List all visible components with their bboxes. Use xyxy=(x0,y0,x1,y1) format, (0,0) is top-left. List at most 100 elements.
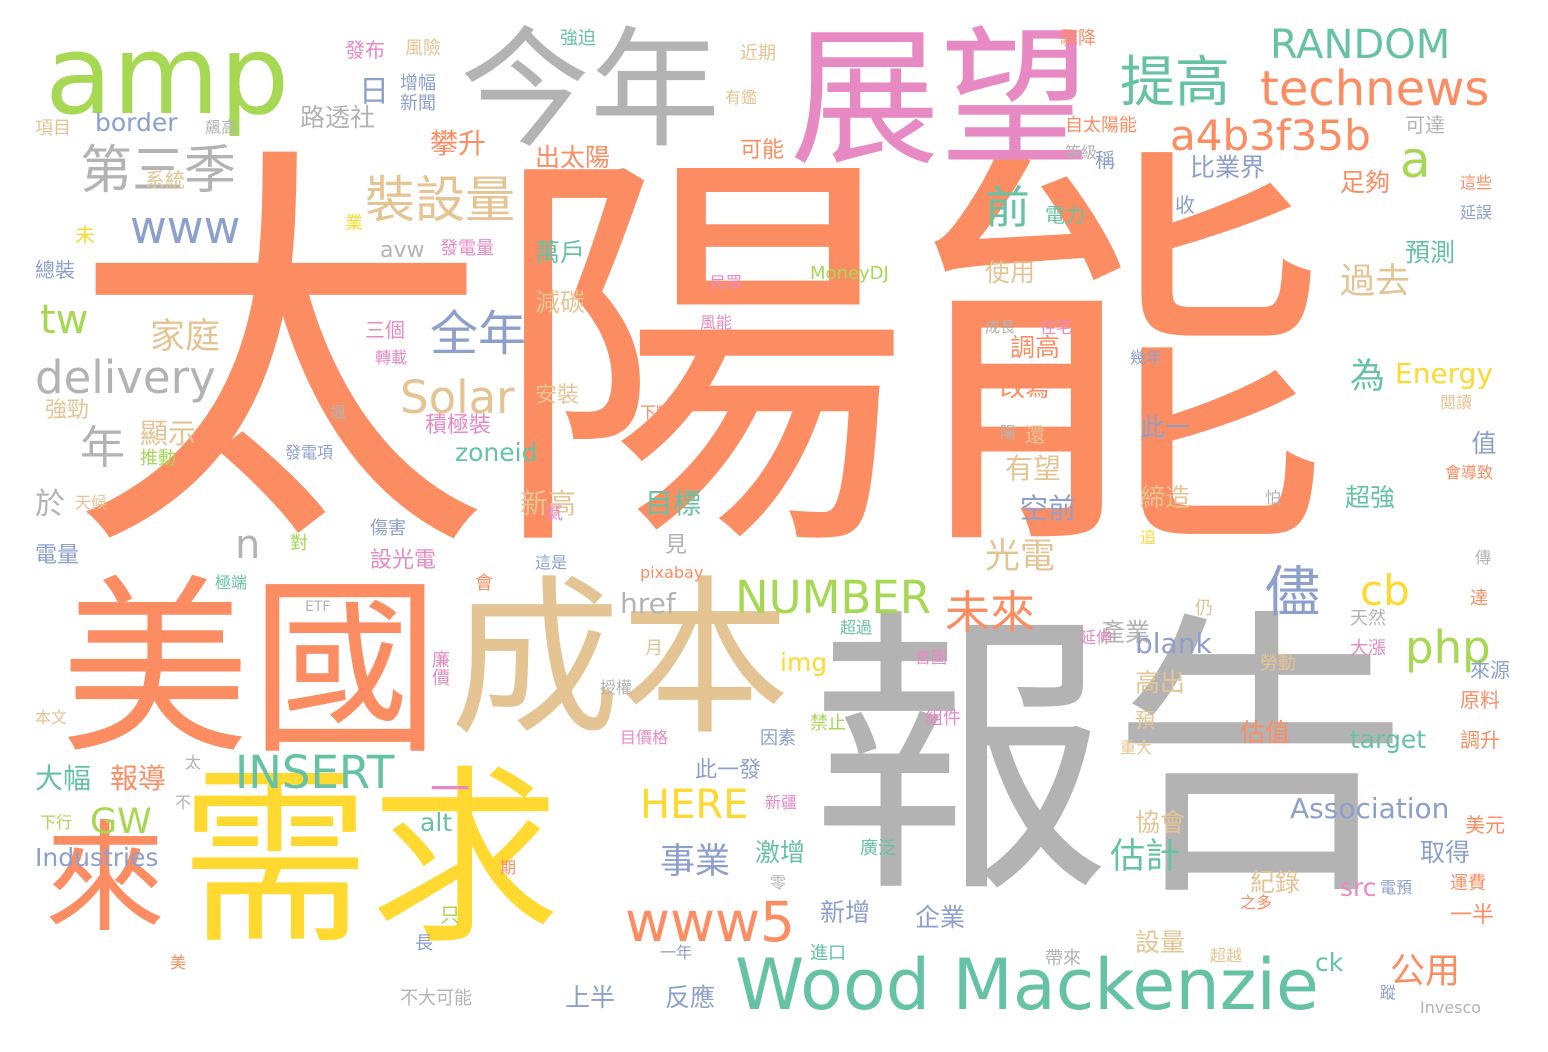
cloud-word-91: 估值 xyxy=(1240,718,1291,747)
cloud-word-84: 企業 xyxy=(915,903,966,932)
cloud-word-119: 傷害 xyxy=(370,518,406,539)
cloud-word-144: 本文 xyxy=(35,708,68,727)
cloud-word-81: 協會 xyxy=(1135,808,1186,837)
cloud-word-gw: GW xyxy=(90,802,152,842)
cloud-word-128: 原料 xyxy=(1460,688,1500,712)
cloud-word-target: target xyxy=(1350,725,1427,754)
cloud-word-69: 預測 xyxy=(1405,238,1456,267)
cloud-word-php: php xyxy=(1405,621,1491,674)
cloud-word-189: 天候 xyxy=(75,493,108,512)
cloud-word-87: 超強 xyxy=(1345,483,1396,512)
cloud-word-src: src xyxy=(1340,873,1377,902)
cloud-word-142: 超越 xyxy=(1210,946,1243,965)
cloud-word-68: 足夠 xyxy=(1340,168,1391,197)
cloud-word-93: 紀錄 xyxy=(1250,868,1301,897)
cloud-word-174: 傳 xyxy=(1475,548,1492,567)
cloud-word-2: 美國 xyxy=(60,559,441,780)
cloud-word-76: 空前 xyxy=(1020,492,1077,525)
cloud-word-pixabay: pixabay xyxy=(640,563,704,582)
cloud-word-178: 月 xyxy=(645,638,663,659)
cloud-word-156: 增幅 xyxy=(400,73,436,94)
cloud-word-103: 強迫 xyxy=(560,28,596,49)
cloud-word-131: 運費 xyxy=(1450,873,1486,894)
cloud-word-127: 來源 xyxy=(1470,658,1510,682)
cloud-word-alt: alt xyxy=(420,808,453,837)
cloud-word-98: 設光電 xyxy=(370,548,437,573)
cloud-word-193: 蹤 xyxy=(1380,983,1397,1002)
cloud-word-29: 年 xyxy=(80,421,126,474)
cloud-word-65: 攀升 xyxy=(430,127,487,160)
cloud-word-79: 產業 xyxy=(1100,618,1151,647)
cloud-word-106: 自太陽能 xyxy=(1065,115,1137,136)
cloud-word-86: 上半 xyxy=(565,983,616,1012)
cloud-word-number: NUMBER xyxy=(735,571,931,624)
cloud-word-164: 業 xyxy=(345,213,363,234)
cloud-word-192: 不 xyxy=(175,793,192,812)
cloud-word-67: 比業界 xyxy=(1190,153,1266,182)
cloud-word-141: 帶來 xyxy=(1045,948,1081,969)
cloud-word-159: 有鑑 xyxy=(725,88,758,107)
cloud-word-148: 不大可能 xyxy=(400,988,472,1009)
cloud-word-163: 未 xyxy=(75,223,95,247)
cloud-word-44: 為 xyxy=(1350,357,1386,397)
cloud-word-a: a xyxy=(1400,131,1431,189)
cloud-word-etf: ETF xyxy=(305,599,331,615)
cloud-word-115: 成長 xyxy=(985,318,1016,336)
cloud-word-41: 估計 xyxy=(1110,837,1181,877)
cloud-word-85: 反應 xyxy=(665,983,716,1012)
cloud-word-147: 這是 xyxy=(535,553,568,572)
cloud-word-8: 一 xyxy=(430,767,470,813)
cloud-word-165: 民眾 xyxy=(710,273,743,292)
cloud-word-166: 住宅 xyxy=(1040,318,1073,337)
cloud-word-121: 此一發 xyxy=(695,758,762,783)
cloud-word-61: 大幅 xyxy=(35,762,92,795)
cloud-word-22: 未來 xyxy=(945,586,1036,639)
cloud-word-102: 風險 xyxy=(405,38,441,59)
cloud-word-70: 萬戶 xyxy=(535,238,586,267)
cloud-word-89: 此一 xyxy=(1140,413,1191,442)
cloud-word-19: 全年 xyxy=(430,306,527,362)
cloud-word-36: 過去 xyxy=(1340,262,1411,302)
cloud-word-16: 裝設量 xyxy=(365,171,515,229)
cloud-word-association: Association xyxy=(1290,792,1450,825)
cloud-word-4: 成本 xyxy=(450,561,791,759)
cloud-word-170: 陽 xyxy=(1000,423,1017,442)
cloud-word-invesco: Invesco xyxy=(1420,998,1482,1017)
cloud-word-173: 怕 xyxy=(1265,488,1282,507)
cloud-word-63: 顯示 xyxy=(140,417,197,450)
cloud-word-151: 大漲 xyxy=(1350,638,1386,659)
cloud-word-6: 今年 xyxy=(460,14,721,166)
cloud-word-15: 第三季 xyxy=(80,141,237,201)
cloud-word-9: 來 xyxy=(45,810,165,949)
cloud-word-175: 達 xyxy=(1470,588,1488,609)
cloud-word-182: 只 xyxy=(440,903,460,927)
cloud-word-176: 見 xyxy=(665,533,688,558)
cloud-word-technews: technews xyxy=(1260,61,1490,117)
cloud-word-77: 新高 xyxy=(520,487,577,520)
cloud-word-73: 調高 xyxy=(1010,333,1061,362)
cloud-word-64: 於 xyxy=(35,487,65,522)
cloud-word-42: 事業 xyxy=(660,842,731,882)
cloud-word-118: 發電項 xyxy=(285,443,334,462)
cloud-word-80: 高出 xyxy=(1135,668,1186,697)
cloud-word-190: 颯 xyxy=(330,403,347,422)
cloud-word-n: n xyxy=(235,522,261,568)
cloud-word-138: 禁止 xyxy=(810,713,846,734)
cloud-word-129: 調升 xyxy=(1460,728,1500,752)
cloud-word-here: HERE xyxy=(640,782,749,828)
cloud-word-www: www xyxy=(130,201,241,254)
cloud-word-114: 電力 xyxy=(1045,203,1085,227)
cloud-word-66: 出太陽 xyxy=(535,143,611,172)
cloud-word-124: 組件 xyxy=(925,708,961,729)
cloud-word-162: 收 xyxy=(1175,193,1195,217)
cloud-word-industries: Industries xyxy=(35,843,159,872)
cloud-word-border: border xyxy=(95,108,178,137)
cloud-word-122: 目價格 xyxy=(620,728,669,747)
cloud-word-11: 提高 xyxy=(1120,50,1231,114)
cloud-word-71: 減碳 xyxy=(535,288,586,317)
cloud-word-wood-mackenzie: Wood Mackenzie xyxy=(735,944,1319,1026)
cloud-word-5: 展望 xyxy=(790,13,1091,187)
cloud-word-117: 轉載 xyxy=(375,348,408,367)
cloud-word-167: 幾年 xyxy=(1130,348,1163,367)
